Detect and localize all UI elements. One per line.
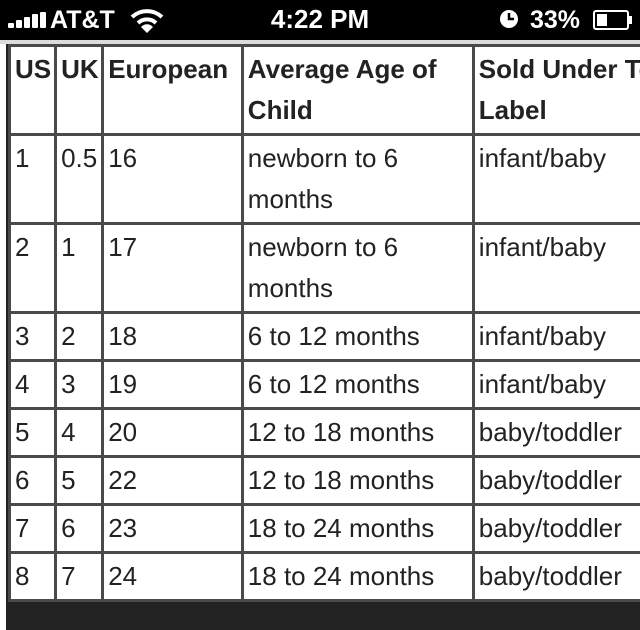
cell-european: 24	[104, 554, 241, 599]
cell-us: 5	[11, 410, 55, 455]
table-row: 7 6 23 18 to 24 months baby/toddler	[11, 506, 640, 551]
table-row: 3 2 18 6 to 12 months infant/baby	[11, 314, 640, 359]
wifi-icon	[130, 9, 164, 33]
cell-us: 8	[11, 554, 55, 599]
cell-uk: 5	[57, 458, 102, 503]
table-header-row: US UK European Average Age of Child Sold…	[11, 47, 640, 133]
cell-age: 18 to 24 months	[243, 506, 472, 551]
cell-european: 17	[104, 225, 241, 311]
cell-age: newborn to 6 months	[243, 136, 472, 222]
table-row: 5 4 20 12 to 18 months baby/toddler	[11, 410, 640, 455]
cell-age: 12 to 18 months	[243, 410, 472, 455]
clock-icon	[500, 10, 518, 28]
cell-age: 6 to 12 months	[243, 314, 472, 359]
cell-us: 4	[11, 362, 55, 407]
signal-bars-icon	[8, 12, 48, 28]
cell-label: baby/toddler	[474, 554, 640, 599]
cell-uk: 2	[57, 314, 102, 359]
shoe-size-table-container[interactable]: US UK European Average Age of Child Sold…	[0, 40, 640, 630]
cell-uk: 4	[57, 410, 102, 455]
header-us: US	[11, 47, 55, 133]
cell-european: 19	[104, 362, 241, 407]
table-row: 2 1 17 newborn to 6 months infant/baby	[11, 225, 640, 311]
cell-european: 23	[104, 506, 241, 551]
table-row: 6 5 22 12 to 18 months baby/toddler	[11, 458, 640, 503]
cell-uk: 3	[57, 362, 102, 407]
cell-label: infant/baby	[474, 314, 640, 359]
battery-percent: 33%	[530, 6, 581, 34]
cell-label: baby/toddler	[474, 410, 640, 455]
status-bar: AT&T 4:22 PM 33%	[0, 0, 640, 40]
cell-uk: 0.5	[57, 136, 102, 222]
header-average-age: Average Age of Child	[243, 47, 472, 133]
cell-european: 18	[104, 314, 241, 359]
clock-time: 4:22 PM	[270, 4, 370, 34]
cell-us: 3	[11, 314, 55, 359]
cell-us: 6	[11, 458, 55, 503]
cell-us: 1	[11, 136, 55, 222]
cell-us: 2	[11, 225, 55, 311]
cell-label: infant/baby	[474, 225, 640, 311]
cell-uk: 7	[57, 554, 102, 599]
shoe-size-table: US UK European Average Age of Child Sold…	[8, 44, 640, 602]
cell-european: 16	[104, 136, 241, 222]
table-row: 1 0.5 16 newborn to 6 months infant/baby	[11, 136, 640, 222]
cell-label: baby/toddler	[474, 458, 640, 503]
cell-age: 6 to 12 months	[243, 362, 472, 407]
table-row: 8 7 24 18 to 24 months baby/toddler	[11, 554, 640, 599]
cell-european: 20	[104, 410, 241, 455]
cell-age: 12 to 18 months	[243, 458, 472, 503]
cell-age: newborn to 6 months	[243, 225, 472, 311]
cell-uk: 6	[57, 506, 102, 551]
cell-label: infant/baby	[474, 362, 640, 407]
header-european: European	[104, 47, 241, 133]
cell-european: 22	[104, 458, 241, 503]
header-sold-under: Sold Under Toddler Label	[474, 47, 640, 133]
cell-label: baby/toddler	[474, 506, 640, 551]
carrier-name: AT&T	[50, 6, 115, 34]
header-uk: UK	[57, 47, 102, 133]
battery-icon	[593, 10, 632, 30]
cell-us: 7	[11, 506, 55, 551]
cell-age: 18 to 24 months	[243, 554, 472, 599]
cell-label: infant/baby	[474, 136, 640, 222]
cell-uk: 1	[57, 225, 102, 311]
table-row: 4 3 19 6 to 12 months infant/baby	[11, 362, 640, 407]
